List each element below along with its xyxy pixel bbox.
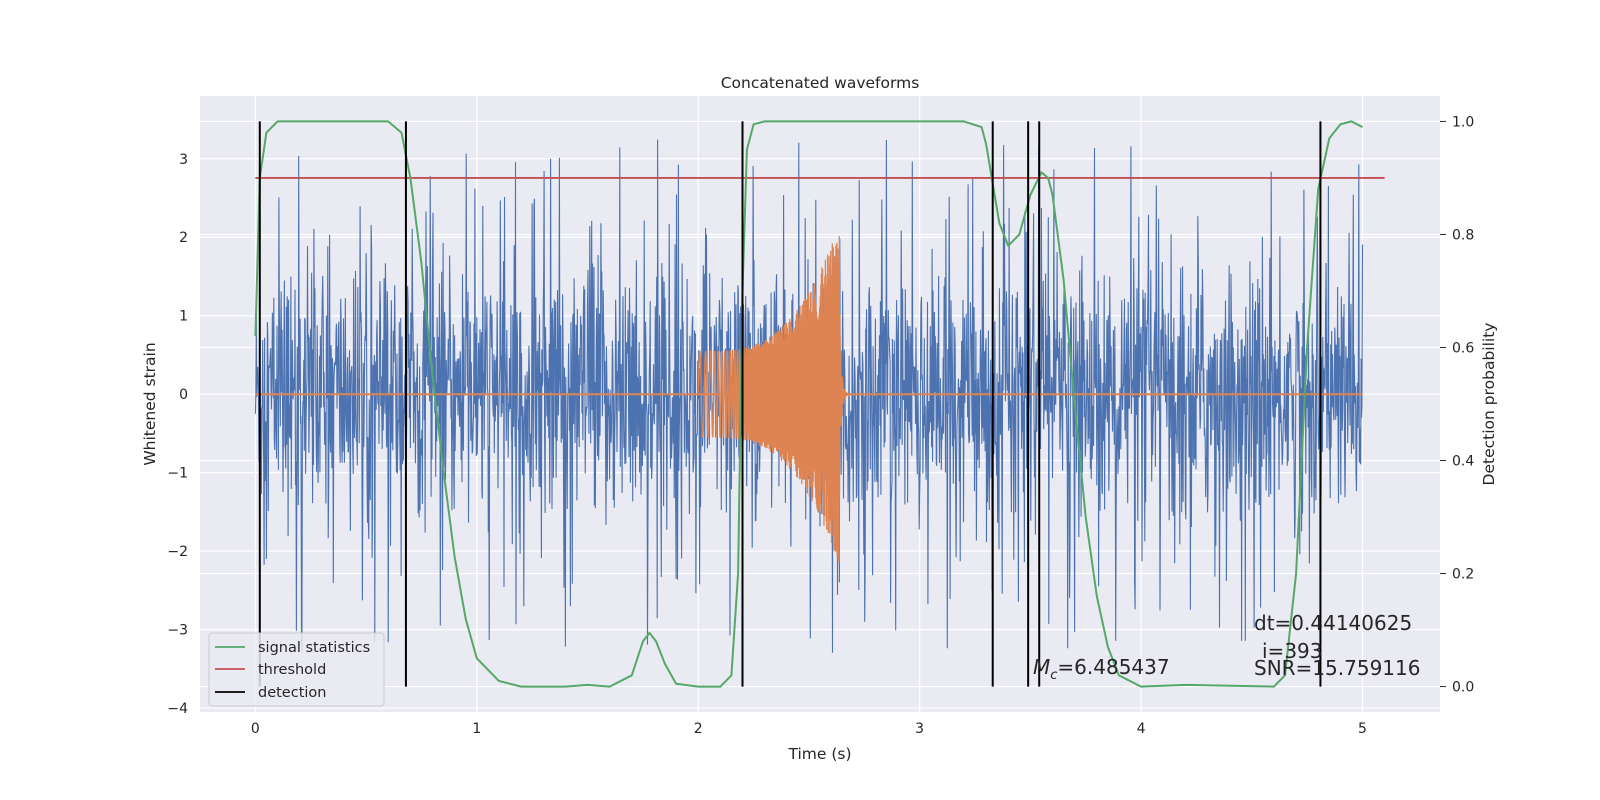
y-tick-label-5: 1 (179, 309, 188, 325)
x-tick-label-3: 3 (915, 721, 924, 737)
y-tick-label-0: −4 (167, 701, 188, 717)
y2-axis-ticks: 0.0 0.2 0.4 0.6 0.8 1.0 (1440, 114, 1474, 696)
chart-title: Concatenated waveforms (721, 74, 920, 92)
y-tick-label-2: −2 (167, 544, 188, 560)
y-tick-label-1: −3 (167, 623, 188, 639)
y2-axis-label: Detection probability (1480, 323, 1498, 486)
y2-tick-label-2: 0.4 (1452, 454, 1474, 470)
y2-tick-label-1: 0.2 (1452, 567, 1474, 583)
y-axis-ticks: −4 −3 −2 −1 0 1 2 3 (167, 152, 188, 717)
y-tick-label-7: 3 (179, 152, 188, 168)
x-tick-label-1: 1 (472, 721, 481, 737)
x-tick-label-2: 2 (694, 721, 703, 737)
dt-annotation: dt=0.44140625 (1254, 611, 1412, 635)
chirp-mass-subscript: c (1050, 668, 1057, 683)
x-tick-label-0: 0 (251, 721, 260, 737)
series-layer (254, 120, 1385, 688)
y-axis-label: Whitened strain (141, 342, 159, 465)
index-annotation: i=393 (1262, 639, 1323, 663)
x-axis-label: Time (s) (787, 745, 851, 763)
y-tick-label-6: 2 (179, 230, 188, 246)
annotations: Mc=6.485437 dt=0.44140625 i=393 SNR=15.7… (1033, 611, 1420, 683)
y2-tick-label-5: 1.0 (1452, 114, 1474, 130)
chirp-mass-annotation: Mc=6.485437 (1033, 655, 1170, 683)
legend-label-signal-statistics: signal statistics (258, 640, 370, 656)
x-tick-label-5: 5 (1358, 721, 1367, 737)
chirp-series-line (697, 236, 850, 562)
chirp-mass-value: =6.485437 (1057, 655, 1169, 679)
y-tick-label-3: −1 (167, 466, 188, 482)
snr-annotation: SNR=15.759116 (1254, 656, 1420, 680)
x-axis-ticks: 0 1 2 3 4 5 (251, 721, 1367, 737)
y2-tick-label-4: 0.8 (1452, 227, 1474, 243)
legend-label-detection: detection (258, 685, 326, 701)
y2-tick-label-3: 0.6 (1452, 340, 1474, 356)
legend: signal statistics threshold detection (208, 632, 385, 707)
y-tick-label-4: 0 (179, 387, 188, 403)
signal-statistics-line (254, 120, 1363, 688)
x-tick-label-4: 4 (1137, 721, 1146, 737)
legend-label-threshold: threshold (258, 662, 326, 678)
chirp-mass-symbol: M (1033, 655, 1050, 679)
y2-tick-label-0: 0.0 (1452, 680, 1474, 696)
legend-box (208, 632, 385, 707)
